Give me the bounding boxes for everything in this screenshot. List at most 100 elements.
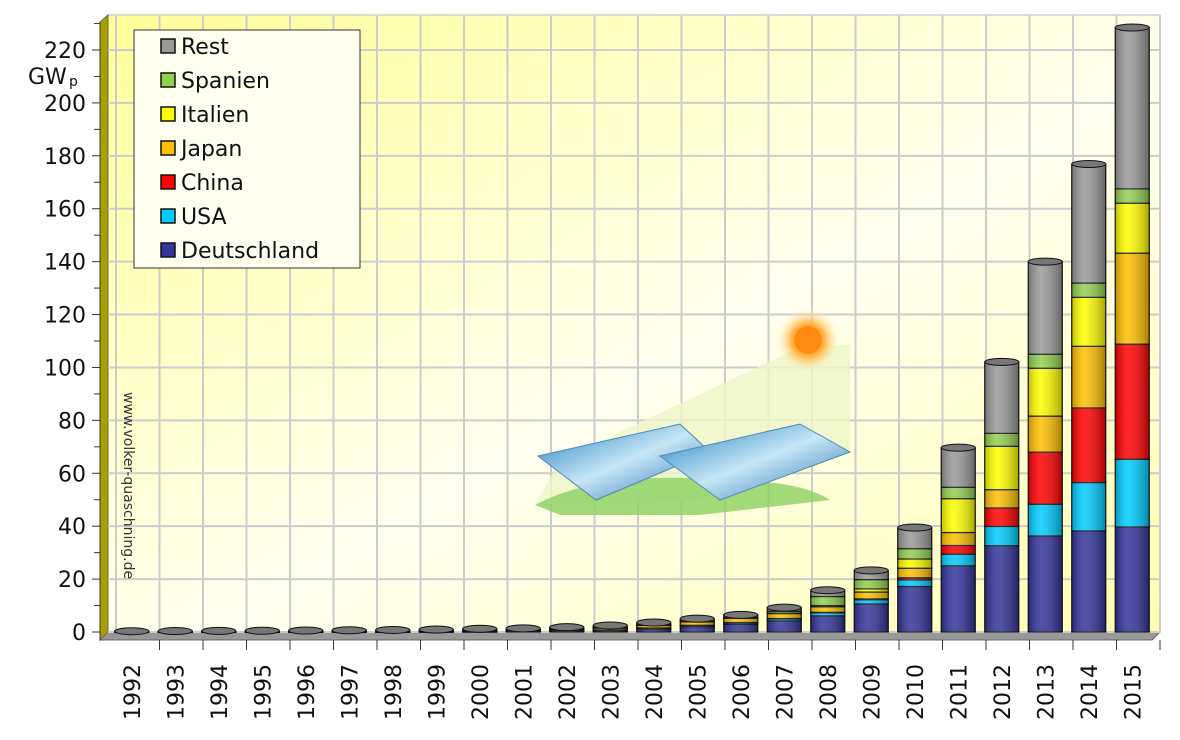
- bar-stack-2013: [1027, 257, 1063, 633]
- y-tick-label: 140: [44, 251, 86, 276]
- legend-label: Spanien: [181, 69, 270, 94]
- bar-cap: [505, 624, 541, 633]
- x-tick-label: 2006: [730, 664, 755, 720]
- bar-shading: [984, 361, 1019, 632]
- bar-stack-1995: [244, 626, 280, 635]
- x-tick-label: 2015: [1121, 664, 1146, 720]
- y-tick-label: 120: [44, 304, 86, 329]
- bar-stack-2008: [810, 586, 846, 633]
- bar-shading: [897, 527, 932, 632]
- y-axis: 0 20 40 60 80 100 120 140 160 180 200 220: [44, 22, 101, 646]
- y-tick-label: 220: [44, 39, 86, 64]
- bar-stack-1998: [375, 625, 411, 634]
- bar-stack-1993: [157, 627, 193, 636]
- bar-stack-2005: [679, 614, 715, 633]
- bar-cap: [984, 357, 1020, 366]
- x-tick-label: 2004: [643, 664, 668, 720]
- x-tick-label: 2000: [469, 664, 494, 720]
- y-tick-label: 100: [44, 356, 86, 381]
- x-tick-label: 1995: [251, 664, 276, 720]
- legend-label: China: [181, 171, 244, 196]
- bar-stack-2007: [766, 603, 802, 633]
- legend-label: USA: [181, 205, 227, 230]
- legend-label: Rest: [181, 35, 229, 60]
- x-tick-label: 2011: [947, 664, 972, 720]
- legend-label: Japan: [179, 137, 242, 162]
- y-axis-label: GW: [28, 65, 67, 90]
- bar-cap: [679, 614, 715, 623]
- legend-swatch: [160, 38, 176, 54]
- x-tick-label: 1992: [121, 664, 146, 720]
- legend-swatch: [160, 208, 176, 224]
- bar-stack-2009: [853, 566, 889, 633]
- x-tick-label: 2013: [1034, 664, 1059, 720]
- bar-stack-2001: [505, 624, 541, 633]
- bar-cap: [810, 586, 846, 595]
- x-tick-label: 2014: [1078, 664, 1103, 720]
- x-tick-label: 2001: [512, 664, 537, 720]
- bar-shading: [1115, 27, 1150, 633]
- bar-cap: [940, 443, 976, 452]
- bar-cap: [766, 603, 802, 612]
- bar-cap: [723, 610, 759, 619]
- bar-stack-1996: [288, 626, 324, 635]
- bar-shading: [810, 590, 845, 632]
- bar-cap: [592, 621, 628, 630]
- bar-stack-2004: [636, 618, 672, 633]
- bar-shading: [723, 614, 758, 632]
- x-tick-label: 2007: [773, 664, 798, 720]
- y-tick-label: 160: [44, 198, 86, 223]
- y-tick-label: 40: [58, 515, 86, 540]
- x-tick-label: 1998: [382, 664, 407, 720]
- bar-stack-2010: [897, 523, 933, 633]
- bars: [114, 23, 1150, 636]
- legend-label: Italien: [181, 103, 249, 128]
- x-tick-label: 2012: [991, 664, 1016, 720]
- bar-stack-1992: [114, 627, 150, 636]
- bar-cap: [636, 618, 672, 627]
- bar-cap: [418, 625, 454, 634]
- y-axis-label-subscript: p: [69, 74, 78, 90]
- x-tick-label: 1996: [295, 664, 320, 720]
- bar-cap: [375, 625, 411, 634]
- solar-panel-illustration: [535, 308, 852, 515]
- x-tick-label: 2003: [599, 664, 624, 720]
- bar-stack-1999: [418, 625, 454, 634]
- bar-shading: [636, 622, 671, 632]
- bar-cap: [114, 627, 150, 636]
- bar-stack-2011: [940, 443, 976, 633]
- bar-cap: [244, 626, 280, 635]
- x-tick-label: 2005: [686, 664, 711, 720]
- bar-stack-1997: [331, 626, 367, 635]
- bar-shading: [1028, 261, 1063, 632]
- legend-label: Deutschland: [181, 239, 319, 264]
- x-tick-label: 2009: [860, 664, 885, 720]
- bar-cap: [549, 623, 585, 632]
- legend-swatch: [160, 242, 176, 258]
- x-tick-label: 1993: [164, 664, 189, 720]
- legend-swatch: [160, 140, 176, 156]
- bar-cap: [1114, 23, 1150, 32]
- bar-cap: [853, 566, 889, 575]
- bar-cap: [288, 626, 324, 635]
- y-tick-label: 20: [58, 568, 86, 593]
- bar-cap: [462, 624, 498, 633]
- bar-stack-2015: [1114, 23, 1150, 633]
- y-tick-label: 80: [58, 409, 86, 434]
- x-tick-label: 2010: [904, 664, 929, 720]
- bar-shading: [854, 570, 889, 632]
- bar-shading: [767, 607, 802, 632]
- legend: Rest Spanien Italien Japan China USA Deutschla…: [133, 29, 361, 269]
- bar-stack-2000: [462, 624, 498, 633]
- bar-stack-2002: [549, 623, 585, 633]
- legend-swatch: [160, 174, 176, 190]
- bar-cap: [1071, 160, 1107, 169]
- y-tick-label: 200: [44, 92, 86, 117]
- bar-cap: [157, 627, 193, 636]
- bar-stack-2012: [984, 357, 1020, 633]
- x-tick-label: 1997: [338, 664, 363, 720]
- bar-cap: [201, 626, 237, 635]
- watermark: www.volker-quaschning.de: [120, 392, 136, 579]
- bar-stack-2006: [723, 610, 759, 633]
